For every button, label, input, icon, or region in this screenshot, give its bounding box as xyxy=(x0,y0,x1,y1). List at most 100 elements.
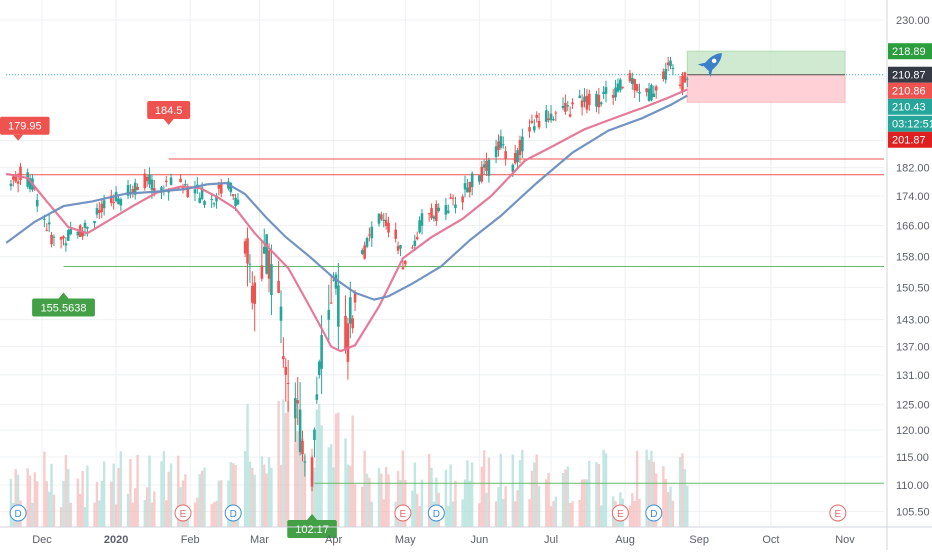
event-label: E xyxy=(400,509,407,520)
volume-bar xyxy=(134,488,137,527)
candle xyxy=(535,114,539,118)
callout-box xyxy=(32,298,95,317)
volume-bar xyxy=(595,462,598,527)
volume-bar xyxy=(246,404,249,527)
candle xyxy=(533,126,536,131)
candle xyxy=(136,186,139,191)
volume-bar xyxy=(650,450,653,527)
candle xyxy=(353,292,357,303)
candle xyxy=(461,196,464,203)
candle xyxy=(279,306,283,321)
ma-line-fast xyxy=(5,88,688,353)
candle xyxy=(66,230,70,241)
volume-bar xyxy=(600,505,603,527)
volume-bar xyxy=(196,497,199,527)
candle xyxy=(681,75,684,93)
candle xyxy=(614,87,617,98)
volume-bar xyxy=(28,475,32,527)
candle xyxy=(35,199,39,207)
candle xyxy=(394,229,398,239)
candle xyxy=(329,302,333,304)
volume-bar xyxy=(31,502,34,527)
rocket-fin-right xyxy=(708,67,713,78)
dividend-marker: D xyxy=(645,504,663,522)
volume-bar xyxy=(117,467,120,527)
earnings-marker: E xyxy=(174,504,192,522)
volume-bar xyxy=(435,477,438,527)
time-tick-label: 2020 xyxy=(104,534,128,546)
price-badge: 210.86 xyxy=(888,82,932,99)
price-callout: 179.95 xyxy=(0,116,50,141)
volume-bar xyxy=(279,464,283,527)
candle xyxy=(384,219,388,227)
candle xyxy=(595,93,598,107)
volume-bar xyxy=(129,458,132,527)
long-position-tool[interactable] xyxy=(686,47,846,103)
volume-bar xyxy=(248,461,252,527)
volume-bar xyxy=(267,457,271,527)
candle xyxy=(47,222,51,225)
candle xyxy=(301,440,304,455)
candle xyxy=(215,195,218,202)
candle xyxy=(117,198,120,205)
candle xyxy=(200,187,204,199)
price-badge-label: 201.87 xyxy=(892,135,926,147)
volume-bar xyxy=(150,502,154,527)
candle xyxy=(478,175,481,182)
event-circle xyxy=(427,504,445,522)
price-axis[interactable]: 230.00190.00182.00174.00166.00158.00150.… xyxy=(886,0,932,550)
price-tick-label: 110.00 xyxy=(896,480,929,492)
volume-bar xyxy=(114,504,118,527)
callout-box xyxy=(287,520,337,538)
volume-bar xyxy=(313,467,316,527)
volume-bar xyxy=(583,479,586,527)
price-callout: 184.5 xyxy=(147,100,191,125)
volume-bar xyxy=(169,463,173,527)
volume-bar xyxy=(487,457,491,527)
volume-bar xyxy=(430,467,433,527)
candle xyxy=(485,160,488,171)
candle xyxy=(671,67,675,69)
candle xyxy=(315,394,319,400)
volume-bar xyxy=(50,463,53,527)
volume-bar xyxy=(165,500,168,527)
time-tick-label: Feb xyxy=(181,534,200,546)
event-label: D xyxy=(14,509,21,520)
volume-bar xyxy=(351,415,354,527)
candle xyxy=(69,229,72,235)
volume-bar xyxy=(561,473,565,527)
volume-bar xyxy=(666,492,670,527)
volume-bar xyxy=(511,454,515,527)
volume-bar xyxy=(346,464,350,527)
price-badge-label: 210.86 xyxy=(892,86,926,98)
volume-bar xyxy=(119,451,123,527)
volume-bar xyxy=(320,425,323,527)
candle xyxy=(544,110,548,122)
volume-bar xyxy=(81,470,84,527)
candle xyxy=(578,95,582,99)
time-tick-label: Jun xyxy=(470,534,488,546)
candle xyxy=(262,246,266,254)
volume-bar xyxy=(363,450,366,527)
callout-label: 155.5638 xyxy=(41,303,87,315)
candle xyxy=(234,197,237,207)
volume-bars xyxy=(9,399,689,527)
volume-bar xyxy=(638,498,641,527)
volume-bar xyxy=(102,461,106,527)
volume-bar xyxy=(112,463,115,527)
candle xyxy=(430,208,433,219)
candle xyxy=(229,182,233,193)
volume-bar xyxy=(449,464,452,527)
grid xyxy=(0,0,884,527)
volume-bar xyxy=(167,471,170,527)
volume-bar xyxy=(447,505,450,527)
candle xyxy=(468,181,472,193)
candle xyxy=(683,72,687,83)
time-axis[interactable]: Dec 2020 Feb Mar Apr May Jun Jul Aug Sep Oct Nov xyxy=(0,526,932,546)
volume-bar xyxy=(301,438,304,527)
volume-bar xyxy=(136,454,139,527)
candle xyxy=(587,93,591,105)
